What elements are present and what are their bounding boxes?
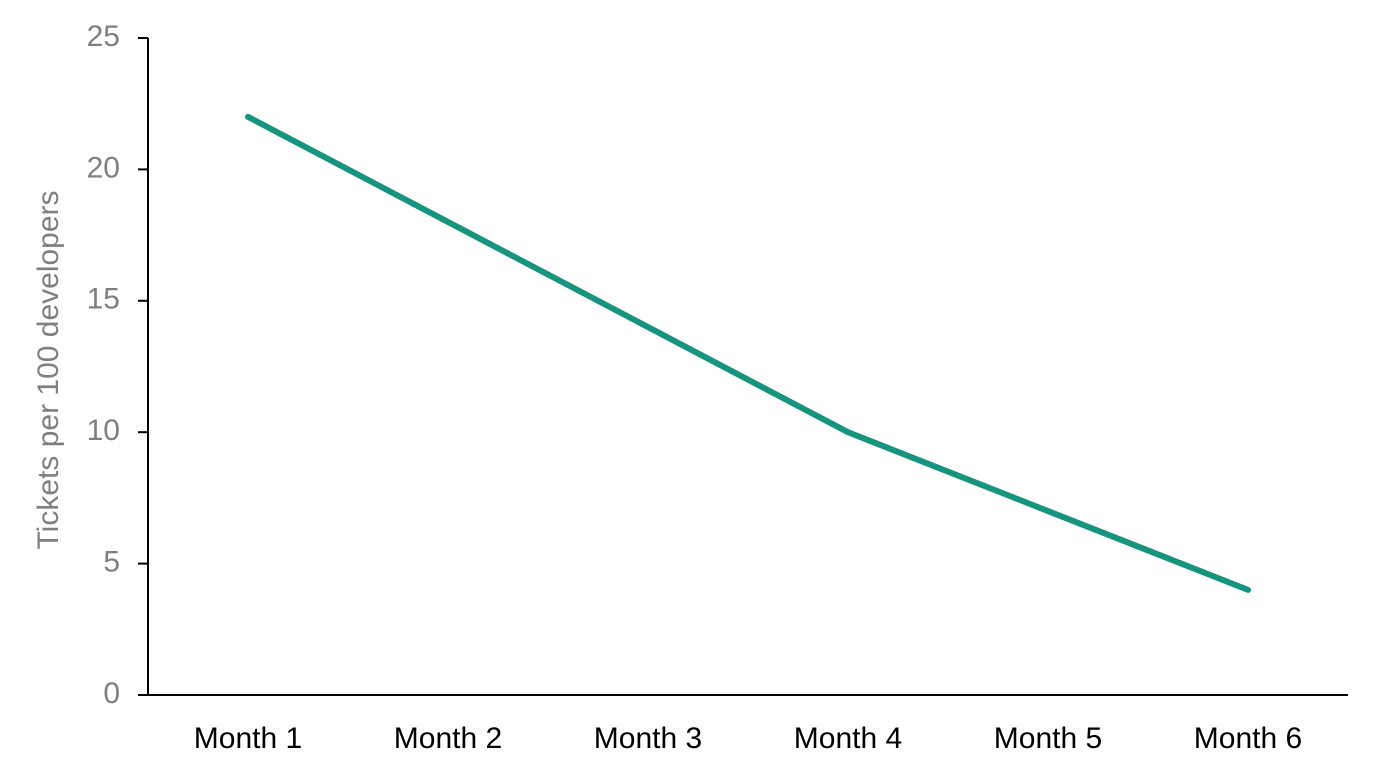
x-tick-label: Month 1 [194,722,302,755]
y-axis-label: Tickets per 100 developers [32,190,65,549]
x-tick-label: Month 2 [394,722,502,755]
y-tick-label: 25 [87,20,120,53]
y-tick-label: 15 [87,283,120,316]
y-tick-label: 0 [103,677,120,710]
x-tick-label: Month 5 [994,722,1102,755]
line [245,113,1251,593]
x-tick-label: Month 3 [594,722,702,755]
y-tick-label: 20 [87,151,120,184]
x-tick-label: Month 6 [1194,722,1302,755]
y-tick-label: 10 [87,414,120,447]
x-tick-label: Month 4 [794,722,902,755]
y-tick-label: 5 [103,546,120,579]
